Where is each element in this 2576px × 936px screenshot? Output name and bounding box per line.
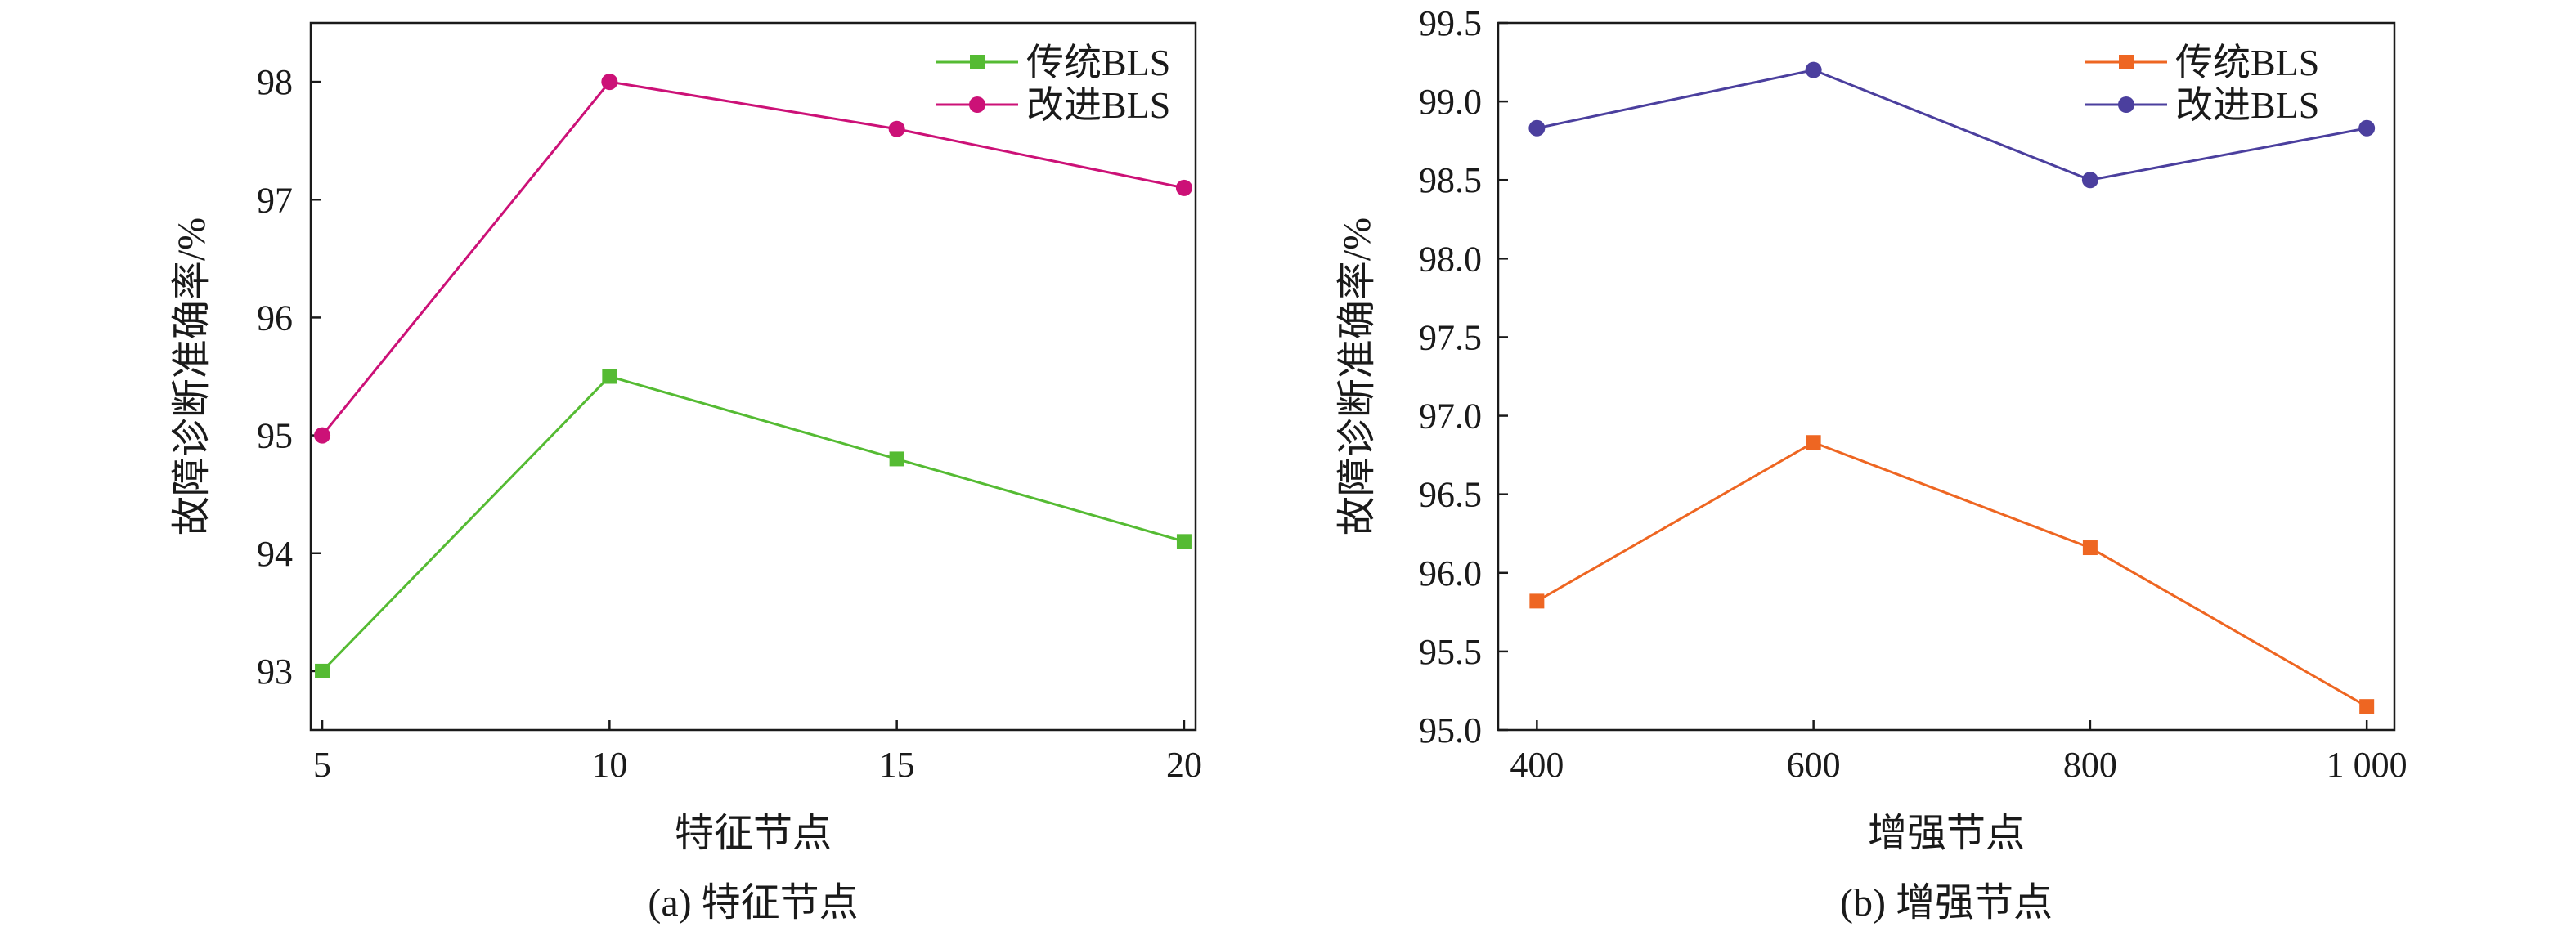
legend-marker-circle: [969, 96, 985, 113]
x-tick-label: 15: [879, 745, 915, 785]
x-tick-label: 400: [1510, 745, 1564, 785]
y-tick-label: 97.5: [1419, 317, 1482, 357]
legend-label: 传统BLS: [2175, 42, 2319, 83]
x-tick-label: 5: [313, 745, 331, 785]
x-tick-label: 600: [1787, 745, 1841, 785]
data-point-circle: [1175, 179, 1192, 196]
data-point-square: [889, 451, 904, 467]
legend-label: 改进BLS: [1026, 84, 1170, 126]
x-axis-title: 增强节点: [1868, 812, 2025, 855]
plot-frame: [309, 21, 1197, 732]
y-tick-label: 97.0: [1419, 396, 1482, 437]
y-tick-label: 95.0: [1419, 710, 1482, 750]
chart-b: 95.0 95.5 96.0 96.5 97.0 97.5 98.0 98.5 99.0 99.5…: [1335, 3, 2408, 925]
series-line: [321, 80, 1185, 437]
y-tick-label: 98.0: [1419, 239, 1482, 279]
figure-caption: (a) 特征节点: [648, 881, 858, 925]
data-point-circle: [1528, 119, 1546, 137]
y-tick-label: 99.5: [1419, 3, 1482, 43]
data-point-circle: [601, 74, 618, 91]
data-point-circle: [2081, 172, 2098, 189]
x-tick-label: 20: [1166, 745, 1202, 785]
y-tick-label: 99.0: [1419, 82, 1482, 122]
data-point-circle: [888, 120, 905, 137]
y-axis-title: 故障诊断准确率/%: [170, 217, 213, 535]
y-tick-label: 96: [257, 298, 293, 338]
data-point-square: [1529, 593, 1545, 609]
legend-label: 传统BLS: [1026, 42, 1170, 83]
legend-marker-square: [970, 55, 985, 69]
y-tick-label: 96.0: [1419, 553, 1482, 593]
figure-caption: (b) 增强节点: [1840, 881, 2053, 925]
x-tick-label: 1 000: [2327, 745, 2408, 785]
legend-marker-square: [2119, 55, 2134, 69]
data-point-circle: [1805, 61, 1822, 78]
y-tick-label: 98: [257, 62, 293, 102]
data-point-square: [1806, 435, 1821, 450]
plot-frame: [1497, 21, 2396, 732]
data-point-square: [602, 369, 617, 384]
series-line: [1537, 69, 2367, 181]
data-point-square: [2359, 699, 2375, 714]
y-tick-label: 95: [257, 416, 293, 456]
x-tick-label: 10: [591, 745, 627, 785]
series-line: [1536, 441, 2367, 708]
y-tick-label: 97: [257, 180, 293, 220]
legend-label: 改进BLS: [2175, 84, 2319, 126]
data-point-circle: [2358, 119, 2376, 137]
x-tick-label: 800: [2063, 745, 2117, 785]
chart-a: 93 94 95 96 97 98 5 10 15 20 特征节点 故障诊断准确率/% (a) 特征节点…: [170, 21, 1202, 925]
legend-marker-circle: [2118, 96, 2134, 113]
y-tick-label: 96.5: [1419, 475, 1482, 515]
series-line: [321, 374, 1185, 672]
y-axis-title: 故障诊断准确率/%: [1335, 217, 1379, 535]
data-point-square: [315, 663, 330, 678]
y-tick-label: 98.5: [1419, 160, 1482, 200]
y-tick-label: 95.5: [1419, 632, 1482, 672]
data-point-square: [2082, 540, 2098, 556]
data-point-circle: [314, 427, 331, 444]
x-axis-title: 特征节点: [675, 812, 832, 855]
y-tick-label: 94: [257, 534, 293, 574]
y-tick-label: 93: [257, 652, 293, 692]
data-point-square: [1176, 534, 1192, 549]
